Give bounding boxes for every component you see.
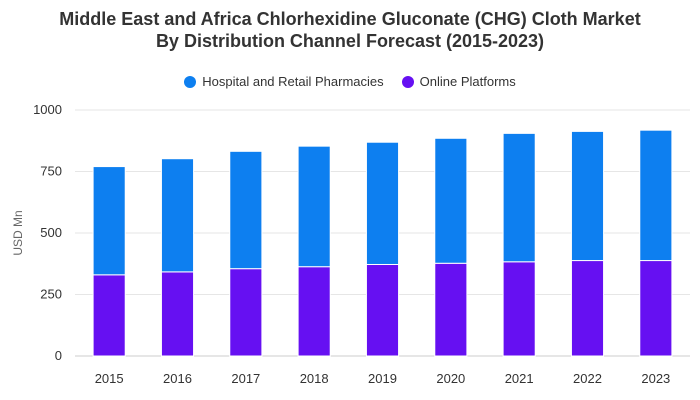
bar-2021-hospital-retail[interactable] xyxy=(502,132,536,263)
legend-swatch-hospital-retail xyxy=(184,75,197,88)
x-tick-label-2017: 2017 xyxy=(231,371,260,386)
legend-label-online: Online Platforms xyxy=(419,74,516,89)
bar-2018-online[interactable] xyxy=(297,266,331,357)
bar-2015-hospital-retail[interactable] xyxy=(92,166,126,276)
bar-2019-online[interactable] xyxy=(365,263,400,357)
x-axis-ticks: 2015 2016 2017 2018 2019 2020 2021 2022 2023 xyxy=(95,371,671,386)
bar-2015-online[interactable] xyxy=(92,274,126,357)
bar-2022-hospital-retail[interactable] xyxy=(570,130,605,262)
bar-2019-hospital-retail[interactable] xyxy=(365,141,400,265)
x-tick-label-2020: 2020 xyxy=(436,371,465,386)
x-tick-label-2021: 2021 xyxy=(505,371,534,386)
y-tick-label-0: 0 xyxy=(55,348,62,363)
bar-2023-hospital-retail[interactable] xyxy=(639,129,673,262)
y-tick-label-250: 250 xyxy=(40,287,62,302)
y-tick-label-500: 500 xyxy=(40,225,62,240)
x-tick-label-2023: 2023 xyxy=(641,371,670,386)
chart-title: Middle East and Africa Chlorhexidine Glu… xyxy=(0,8,700,52)
bars xyxy=(92,129,673,357)
y-axis-title: USD Mn xyxy=(11,210,25,255)
x-tick-label-2022: 2022 xyxy=(573,371,602,386)
legend-label-hospital-retail: Hospital and Retail Pharmacies xyxy=(202,74,384,89)
x-tick-label-2016: 2016 xyxy=(163,371,192,386)
bar-2017-online[interactable] xyxy=(229,268,263,357)
x-tick-label-2015: 2015 xyxy=(95,371,124,386)
x-tick-label-2019: 2019 xyxy=(368,371,397,386)
chart-title-line-1: Middle East and Africa Chlorhexidine Glu… xyxy=(59,9,641,29)
legend-item-online[interactable]: Online Platforms xyxy=(401,74,516,89)
bar-2018-hospital-retail[interactable] xyxy=(297,145,331,268)
bar-2022-online[interactable] xyxy=(570,260,605,357)
x-tick-label-2018: 2018 xyxy=(300,371,329,386)
legend-item-hospital-retail[interactable]: Hospital and Retail Pharmacies xyxy=(184,74,384,89)
legend: Hospital and Retail Pharmacies Online Pl… xyxy=(0,74,700,89)
y-tick-label-750: 750 xyxy=(40,164,62,179)
bar-2023-online[interactable] xyxy=(639,260,673,357)
bar-2016-online[interactable] xyxy=(160,271,195,357)
bar-2016-hospital-retail[interactable] xyxy=(160,158,195,273)
bar-2020-online[interactable] xyxy=(434,262,468,357)
y-tick-label-1000: 1000 xyxy=(33,102,62,117)
y-axis-ticks: 0 250 500 750 1000 xyxy=(33,102,62,363)
bar-2020-hospital-retail[interactable] xyxy=(434,137,468,264)
bar-2021-online[interactable] xyxy=(502,261,536,357)
chart-title-line-2: By Distribution Channel Forecast (2015-2… xyxy=(155,31,545,51)
legend-swatch-online xyxy=(401,75,414,88)
bar-2017-hospital-retail[interactable] xyxy=(229,150,263,270)
